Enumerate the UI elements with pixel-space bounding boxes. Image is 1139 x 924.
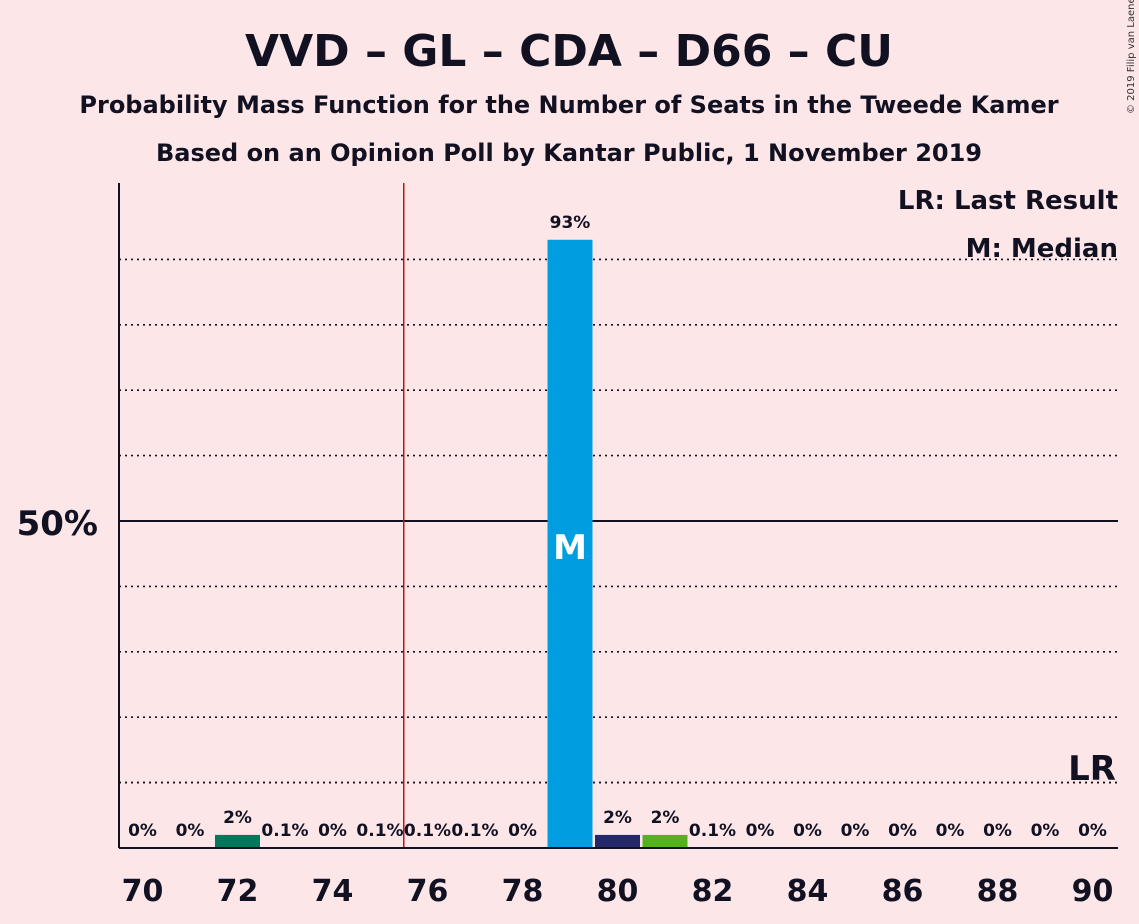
x-tick-label-90: 90 <box>1072 874 1114 909</box>
x-tick-label-72: 72 <box>217 874 259 909</box>
last-result-marker: LR <box>1068 749 1116 789</box>
bar-label-73: 0.1% <box>261 821 308 841</box>
median-bar-overlay <box>547 519 593 523</box>
bar-80 <box>595 834 640 848</box>
bar-72 <box>215 834 260 848</box>
bar-label-89: 0% <box>1031 821 1060 841</box>
chart-source: Based on an Opinion Poll by Kantar Publi… <box>156 139 982 167</box>
bar-label-78: 0% <box>508 821 537 841</box>
bar-label-82: 0.1% <box>689 821 736 841</box>
bar-label-75: 0.1% <box>356 821 403 841</box>
bar-79 <box>547 239 593 848</box>
x-tick-label-88: 88 <box>977 874 1019 909</box>
bar-label-80: 2% <box>603 808 632 828</box>
bar-label-86: 0% <box>888 821 917 841</box>
bar-label-83: 0% <box>746 821 775 841</box>
bar-label-79: 93% <box>550 213 591 233</box>
bar-label-84: 0% <box>793 821 822 841</box>
legend-median: M: Median <box>966 234 1118 264</box>
x-tick-label-74: 74 <box>312 874 354 909</box>
x-tick-label-70: 70 <box>122 874 164 909</box>
x-axis-ticks: 70 72 74 76 78 80 82 84 86 88 90 <box>122 874 1114 909</box>
bars <box>215 239 688 848</box>
chart-subtitle: Probability Mass Function for the Number… <box>79 91 1058 119</box>
x-tick-label-76: 76 <box>407 874 449 909</box>
x-tick-label-82: 82 <box>692 874 734 909</box>
x-tick-label-84: 84 <box>787 874 829 909</box>
x-tick-label-78: 78 <box>502 874 544 909</box>
x-tick-label-80: 80 <box>597 874 639 909</box>
bar-label-88: 0% <box>983 821 1012 841</box>
bar-label-71: 0% <box>176 821 205 841</box>
bar-label-76: 0.1% <box>404 821 451 841</box>
copyright-notice: © 2019 Filip van Laenen <box>1126 0 1137 114</box>
median-marker: M <box>553 528 587 568</box>
x-tick-label-86: 86 <box>882 874 924 909</box>
bar-label-87: 0% <box>936 821 965 841</box>
bar-label-72: 2% <box>223 808 252 828</box>
bar-label-90: 0% <box>1078 821 1107 841</box>
y-tick-label-50: 50% <box>17 504 98 544</box>
bar-label-81: 2% <box>651 808 680 828</box>
bar-label-85: 0% <box>841 821 870 841</box>
gridlines <box>119 183 1118 848</box>
bar-label-70: 0% <box>128 821 157 841</box>
bar-label-77: 0.1% <box>451 821 498 841</box>
bar-label-74: 0% <box>318 821 347 841</box>
bar-value-labels: 0% 0%2%0.1% 0% 0.1% 0.1% 0.1% 0%93%M2% 2%0.1% 0%… <box>128 213 1107 841</box>
bar-81 <box>642 834 688 848</box>
chart-title: VVD – GL – CDA – D66 – CU <box>245 26 893 77</box>
legend-last-result: LR: Last Result <box>898 186 1118 216</box>
